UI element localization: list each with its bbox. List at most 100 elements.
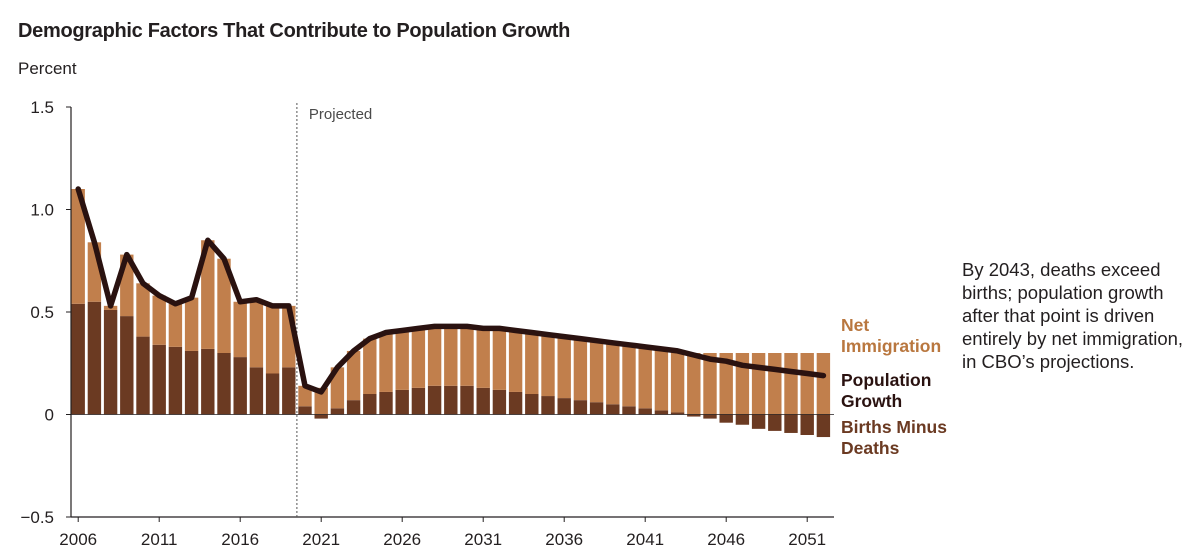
bar-net-immigration <box>298 385 312 407</box>
bar-births-minus-deaths <box>217 353 231 415</box>
bar-net-immigration <box>411 328 426 388</box>
bar-net-immigration <box>314 387 328 415</box>
projected-label: Projected <box>309 106 372 123</box>
chart-annotation: By 2043, deaths exceed births; populatio… <box>962 259 1184 372</box>
bar-births-minus-deaths <box>460 385 474 415</box>
legend-births-minus-deaths-line: Deaths <box>841 438 900 458</box>
bar-net-immigration <box>751 353 766 415</box>
bar-births-minus-deaths <box>363 394 377 415</box>
bar-net-immigration <box>152 295 166 345</box>
bar-net-immigration <box>816 353 831 415</box>
bar-net-immigration <box>719 353 733 415</box>
bar-births-minus-deaths <box>638 408 652 415</box>
bar-births-minus-deaths <box>427 385 442 415</box>
bar-net-immigration <box>800 353 814 415</box>
bar-net-immigration <box>363 338 377 394</box>
bar-net-immigration <box>589 340 604 403</box>
bar-births-minus-deaths <box>298 406 312 415</box>
x-tick-label: 2021 <box>302 530 340 549</box>
bar-births-minus-deaths <box>800 414 814 435</box>
bar-births-minus-deaths <box>622 406 636 415</box>
bar-births-minus-deaths <box>71 303 85 415</box>
bar-net-immigration <box>606 342 620 405</box>
bar-net-immigration <box>703 353 717 415</box>
bar-births-minus-deaths <box>557 398 571 415</box>
bar-net-immigration <box>136 283 150 337</box>
bar-net-immigration <box>784 353 798 415</box>
bar-net-immigration <box>249 299 264 368</box>
bar-births-minus-deaths <box>444 385 458 415</box>
y-tick-label: 0 <box>45 406 54 425</box>
bar-births-minus-deaths <box>573 400 588 415</box>
bar-births-minus-deaths <box>136 336 150 415</box>
bar-net-immigration <box>622 344 636 407</box>
x-tick-label: 2016 <box>221 530 259 549</box>
bar-births-minus-deaths <box>120 316 134 415</box>
bar-net-immigration <box>168 303 183 347</box>
legend-net-immigration-line: Net <box>841 315 869 335</box>
legend-population-growth: Population Growth <box>841 370 931 411</box>
bar-births-minus-deaths <box>735 414 750 425</box>
bar-births-minus-deaths <box>606 404 620 415</box>
bar-net-immigration <box>670 350 685 413</box>
legend-net-immigration: Net Immigration <box>841 315 941 356</box>
bar-births-minus-deaths <box>784 414 798 433</box>
bar-births-minus-deaths <box>314 414 328 419</box>
bar-births-minus-deaths <box>265 373 280 415</box>
bar-births-minus-deaths <box>768 414 782 431</box>
bar-births-minus-deaths <box>508 391 523 415</box>
bar-net-immigration <box>638 346 652 409</box>
bar-births-minus-deaths <box>670 412 685 415</box>
bar-births-minus-deaths <box>703 414 717 419</box>
bar-births-minus-deaths <box>282 367 296 415</box>
bar-net-immigration <box>233 301 247 358</box>
x-tick-label: 2006 <box>59 530 97 549</box>
bar-net-immigration <box>492 328 507 390</box>
bar-net-immigration <box>557 336 571 399</box>
bar-births-minus-deaths <box>249 367 264 415</box>
x-tick-label: 2046 <box>707 530 745 549</box>
bar-net-immigration <box>201 240 215 349</box>
bar-births-minus-deaths <box>379 391 393 415</box>
y-tick-label: 1.0 <box>30 201 54 220</box>
y-axis-label: Percent <box>18 59 77 78</box>
bar-births-minus-deaths <box>751 414 766 429</box>
x-tick-label: 2026 <box>383 530 421 549</box>
legend-population-growth-line: Growth <box>841 391 902 411</box>
legend-net-immigration-line: Immigration <box>841 336 941 356</box>
bar-births-minus-deaths <box>395 389 409 415</box>
bar-net-immigration <box>265 305 280 374</box>
bar-births-minus-deaths <box>589 402 604 415</box>
bar-births-minus-deaths <box>152 344 166 415</box>
bar-births-minus-deaths <box>525 394 539 415</box>
bar-births-minus-deaths <box>168 346 183 415</box>
x-tick-label: 2036 <box>545 530 583 549</box>
bar-net-immigration <box>654 348 669 411</box>
bar-births-minus-deaths <box>476 387 490 415</box>
bar-net-immigration <box>71 189 85 304</box>
x-tick-label: 2041 <box>626 530 664 549</box>
bar-net-immigration <box>184 297 199 351</box>
bar-births-minus-deaths <box>687 414 701 417</box>
y-tick-label: 1.5 <box>30 98 54 117</box>
bar-births-minus-deaths <box>654 410 669 415</box>
x-tick-label: 2051 <box>788 530 826 549</box>
bar-births-minus-deaths <box>719 414 733 423</box>
bar-net-immigration <box>346 350 361 401</box>
bar-births-minus-deaths <box>87 301 102 415</box>
bar-net-immigration <box>573 338 588 401</box>
y-tick-label: −0.5 <box>20 508 54 527</box>
bar-net-immigration <box>460 326 474 386</box>
chart-title: Demographic Factors That Contribute to P… <box>18 20 571 42</box>
bar-net-immigration <box>508 330 523 392</box>
bar-births-minus-deaths <box>330 408 345 415</box>
bar-net-immigration <box>687 353 701 415</box>
x-tick-label: 2031 <box>464 530 502 549</box>
bar-net-immigration <box>768 353 782 415</box>
legend-births-minus-deaths: Births Minus Deaths <box>841 417 947 458</box>
bar-births-minus-deaths <box>103 309 118 415</box>
bar-births-minus-deaths <box>816 414 831 438</box>
population-growth-line <box>75 186 827 395</box>
bar-net-immigration <box>541 334 555 397</box>
bar-births-minus-deaths <box>541 396 555 415</box>
